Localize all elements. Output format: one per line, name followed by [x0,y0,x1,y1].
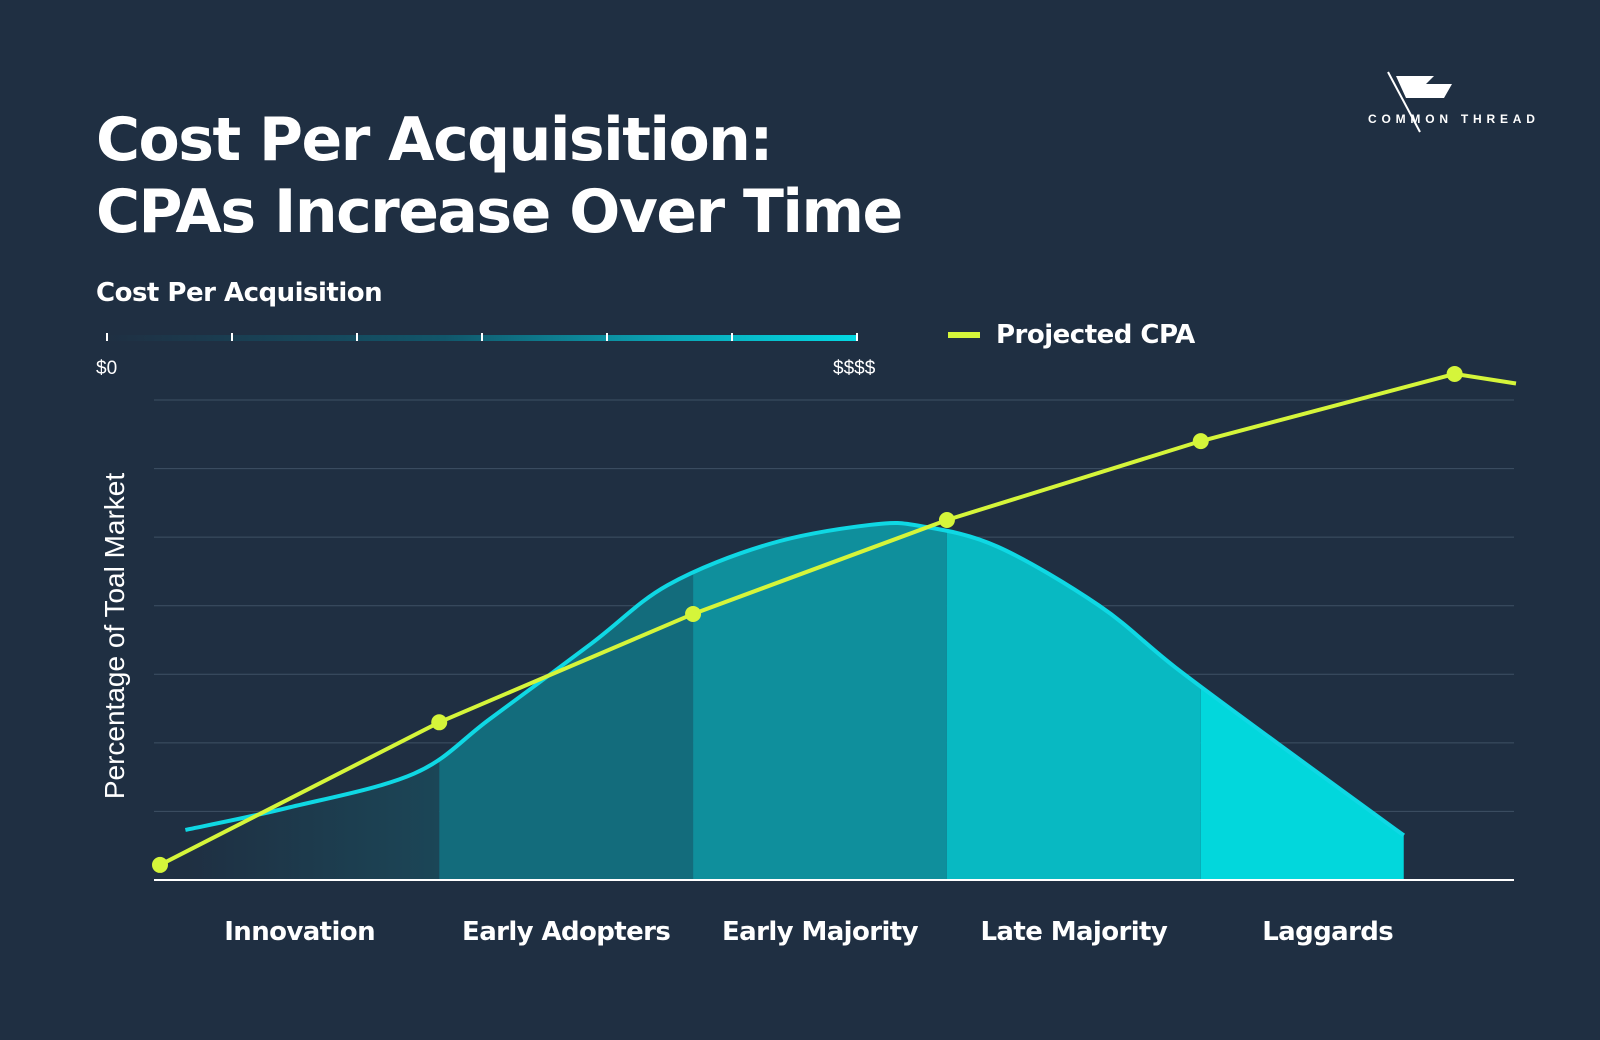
cost-scale-tick [606,333,608,341]
category-label: Innovation [224,917,375,947]
category-labels: Innovation Early Adopters Early Majority La… [224,917,1394,947]
cpa-point [685,605,702,622]
cost-scale-tick [856,333,858,341]
cpa-points [152,365,1463,873]
cost-scale-tick [481,333,483,341]
legend: Projected CPA [948,320,1195,350]
cost-scale-heading: Cost Per Acquisition [96,278,383,308]
legend-label-projected-cpa: Projected CPA [996,320,1195,350]
category-label: Early Adopters [462,917,670,947]
segment-early-adopters [439,522,694,880]
title-line-1: Cost Per Acquisition: [96,105,773,175]
cost-gradient-bar [106,333,858,341]
cpa-point [938,512,955,528]
adoption-segments [185,522,1404,880]
segment-early-majority [693,522,947,880]
y-axis-label: Percentage of Toal Market [99,473,130,800]
cost-scale-tick [106,333,108,341]
cost-scale-max: $$$$ [833,358,876,379]
segment-innovation [185,522,440,880]
cpa-point [1192,433,1209,450]
segment-laggards [1200,522,1404,880]
cost-scale-min: $0 [96,358,118,379]
legend-swatch-projected-cpa [948,332,980,338]
cost-scale-tick [231,333,233,341]
page-title: Cost Per Acquisition: CPAs Increase Over… [96,104,903,248]
cost-scale-tick [356,333,358,341]
title-line-2: CPAs Increase Over Time [96,177,903,247]
flag-icon [1387,71,1452,133]
logo-text: COMMON THREAD [1368,112,1540,126]
category-label: Early Majority [722,917,919,947]
cost-scale-tick [731,333,733,341]
adoption-curve [184,520,1406,838]
category-label: Late Majority [980,917,1167,947]
cpa-point [431,714,448,731]
category-label: Laggards [1262,917,1393,947]
cpa-point [152,856,168,873]
cpa-point [1446,365,1463,382]
